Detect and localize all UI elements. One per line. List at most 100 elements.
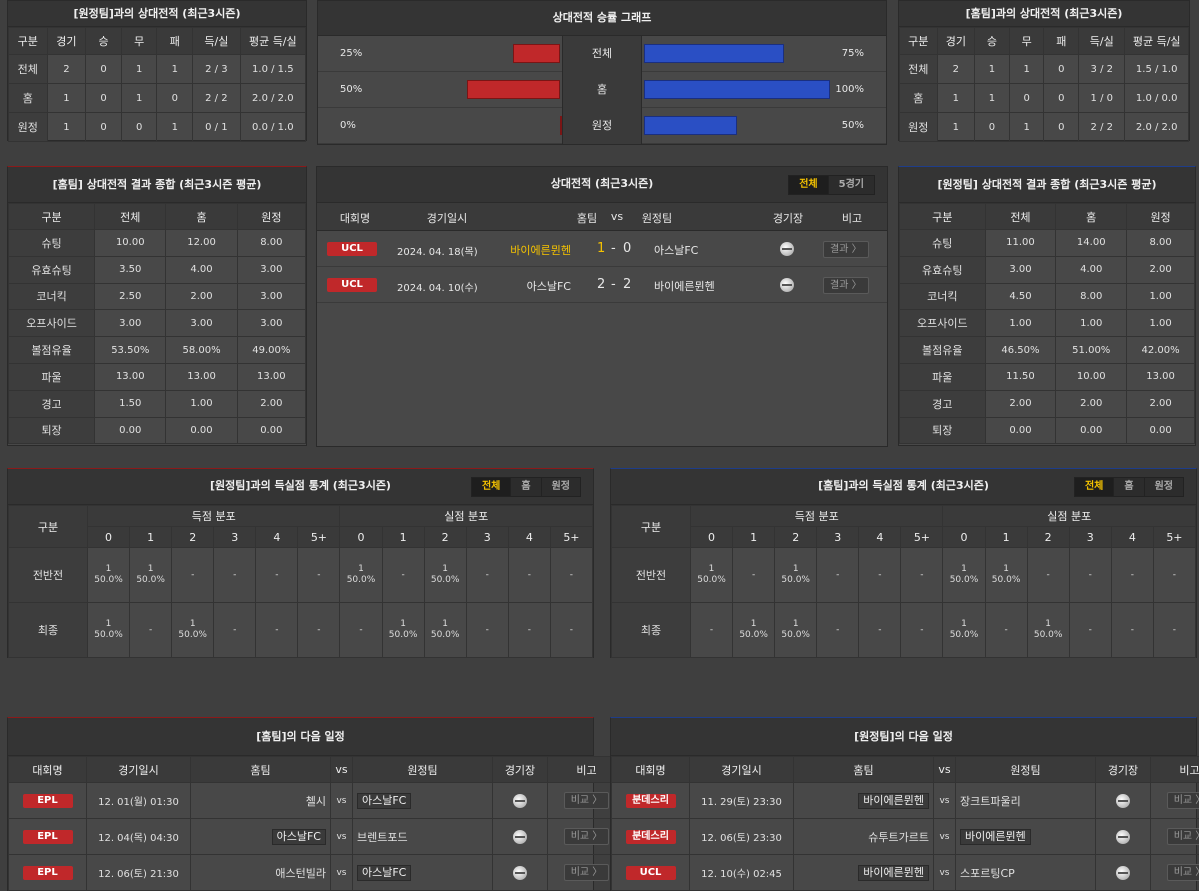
conceded-header: 실점 분포 (942, 505, 1196, 527)
count: 1 (792, 619, 799, 629)
cell-value: - (507, 602, 551, 658)
vs-label: vs (933, 818, 956, 855)
tab-away[interactable]: 원정 (1154, 481, 1173, 492)
count: - (878, 624, 882, 635)
table-row: 오프사이드 1.00 1.00 1.00 (899, 309, 1195, 338)
column-header: 패 (156, 27, 194, 55)
row-label: 원정 (8, 112, 48, 142)
conceded-header: 실점 분포 (339, 505, 593, 527)
cell-value: 2.00 (165, 282, 238, 311)
panel-title: [홈팀]과의 득실점 통계 (최근3시즌) 전체 홈 원정 (611, 469, 1196, 505)
compare-button[interactable]: 비교 〉 (1166, 864, 1199, 881)
header-row: 구분 경기 승 무 패 득/실 평균 득/실 (8, 27, 307, 55)
goal-count-header: 4 (507, 526, 551, 548)
away-summary-table: 구분 전체 홈 원정 슈팅 11.00 14.00 8.00 유효슈팅 3.00 4.00 2.00 코… (899, 203, 1195, 445)
count: - (836, 624, 840, 635)
cell-value: - (816, 602, 860, 658)
cell-value: 13.00 (236, 362, 307, 391)
league-badge: EPL (22, 793, 73, 808)
cell-value: - (507, 547, 551, 603)
column-header: 전체 (984, 203, 1057, 230)
panel-title: [원정팀]과의 득실점 통계 (최근3시즌) 전체 홈 원정 (8, 469, 593, 505)
cell-value: 1.5 / 1.0 (1124, 54, 1189, 84)
tab-home[interactable]: 홈 (511, 478, 542, 496)
stadium-ball-icon (513, 865, 527, 880)
count: - (920, 569, 924, 580)
match-header-row: 대회명 경기일시 홈팀 vs 원정팀 경기장 비고 (317, 203, 887, 231)
left-percent: 25% (340, 48, 363, 59)
count: - (317, 569, 321, 580)
left-percent: 0% (340, 120, 356, 131)
column-header: 평균 득/실 (1124, 27, 1189, 55)
scored-header: 득점 분포 (86, 505, 341, 527)
table-row: 전반전 1 50.0% 1 50.0% - - - -1 50.0% -1 50.0% - - - (8, 547, 594, 603)
tab-away[interactable]: 원정 (551, 481, 570, 492)
tab-all[interactable]: 전체 (789, 176, 829, 194)
cell-value: 1 50.0% (942, 602, 986, 658)
compare-button[interactable]: 비교 〉 (563, 864, 610, 881)
row-label: 볼점유율 (7, 336, 96, 364)
home-team-cell: 아스날FC (190, 818, 331, 855)
compare-button[interactable]: 비교 〉 (1166, 828, 1199, 845)
column-header: 승 (974, 27, 1010, 55)
column-header: 경기일시 (86, 756, 191, 783)
league-cell: EPL (8, 818, 87, 855)
away-team-cell: 장크트파울리 (955, 782, 1096, 819)
h2h-home-panel: [홈팀]과의 상대전적 (최근3시즌) 구분 경기 승 무 패 득/실 평균 득/실 전체 2 1… (898, 0, 1190, 142)
goals-away-tabs: 전체 홈 원정 (470, 477, 581, 497)
compare-button[interactable]: 비교 〉 (563, 792, 610, 809)
compare-button[interactable]: 비교 〉 (1166, 792, 1199, 809)
goal-count-header: 4 (858, 526, 902, 548)
cell-value: - (858, 602, 902, 658)
cell-value: 0.00 (1126, 416, 1195, 445)
cell-value: 1 50.0% (774, 547, 818, 603)
tab-all[interactable]: 전체 (1074, 478, 1115, 496)
tab-home[interactable]: 홈 (1114, 478, 1145, 496)
cell-value: 2.00 (1126, 389, 1195, 418)
cell-value: 1 (46, 83, 87, 113)
cell-value: - (381, 547, 425, 603)
count: - (1088, 624, 1092, 635)
cell-value: 2 (936, 54, 976, 84)
away-team: 바이에른뮌헨 (960, 828, 1031, 845)
home-team: 바이에른뮌헨 (858, 792, 929, 809)
cell-value: - (339, 602, 383, 658)
result-button[interactable]: 결과 〉 (823, 277, 869, 294)
cell-value: 1.00 (1126, 309, 1195, 338)
match-date: 11. 29(토) 23:30 (689, 782, 794, 819)
compare-button[interactable]: 비교 〉 (563, 828, 610, 845)
graph-row: 0% 원정 50% (318, 108, 886, 144)
cell-value: 14.00 (1055, 229, 1128, 257)
row-label: 유효슈팅 (7, 255, 96, 284)
score-dash: - (611, 277, 616, 292)
row-label: 퇴장 (7, 416, 96, 445)
column-header: 경기 (46, 27, 87, 55)
table-row: 슈팅 10.00 12.00 8.00 (7, 229, 307, 257)
count: - (1172, 624, 1177, 635)
table-row: 전체 2 1 1 0 3 / 2 1.5 / 1.0 (899, 54, 1189, 84)
home-team: 바이에른뮌헨 (510, 244, 571, 257)
result-button[interactable]: 결과 〉 (823, 241, 869, 258)
column-header: 비고 (1150, 756, 1199, 783)
table-row: 볼점유율 46.50% 51.00% 42.00% (899, 336, 1195, 364)
goals-home-panel: [홈팀]과의 득실점 통계 (최근3시즌) 전체 홈 원정 구분 득점 분포 실점 … (610, 468, 1197, 658)
tab-5-games[interactable]: 5경기 (838, 179, 864, 190)
header-row: 구분 전체 홈 원정 (899, 203, 1195, 230)
match-tabs: 전체 5경기 (788, 175, 875, 195)
h2h-matches-panel: 상대전적 (최근3시즌) 전체 5경기 대회명 경기일시 홈팀 vs 원정팀 경기장 비고 U… (316, 166, 888, 447)
percent: 50.0% (781, 575, 810, 585)
table-row: 유효슈팅 3.00 4.00 2.00 (899, 255, 1195, 284)
league-cell: 분데스리 (611, 782, 690, 819)
h2h-home-table: 구분 경기 승 무 패 득/실 평균 득/실 전체 2 1 1 0 3 / 2 1.5 / 1.0 홈 1 1 0… (899, 27, 1189, 142)
column-header: 경기장 (1095, 756, 1151, 783)
percent: 50.0% (94, 575, 123, 585)
table-row: 코너킥 2.50 2.00 3.00 (7, 282, 307, 311)
cell-value: 3 / 2 (1078, 54, 1126, 84)
cell-value: 1 50.0% (689, 547, 734, 603)
panel-title-text: [원정팀]과의 득실점 통계 (최근3시즌) (210, 479, 391, 492)
away-summary-panel: [원정팀] 상대전적 결과 종합 (최근3시즌 평균) 구분 전체 홈 원정 슈팅 11.… (898, 166, 1196, 446)
cell-value: 2.0 / 2.0 (1124, 112, 1189, 142)
tab-all[interactable]: 전체 (471, 478, 512, 496)
cell-value: 1 (120, 54, 158, 84)
